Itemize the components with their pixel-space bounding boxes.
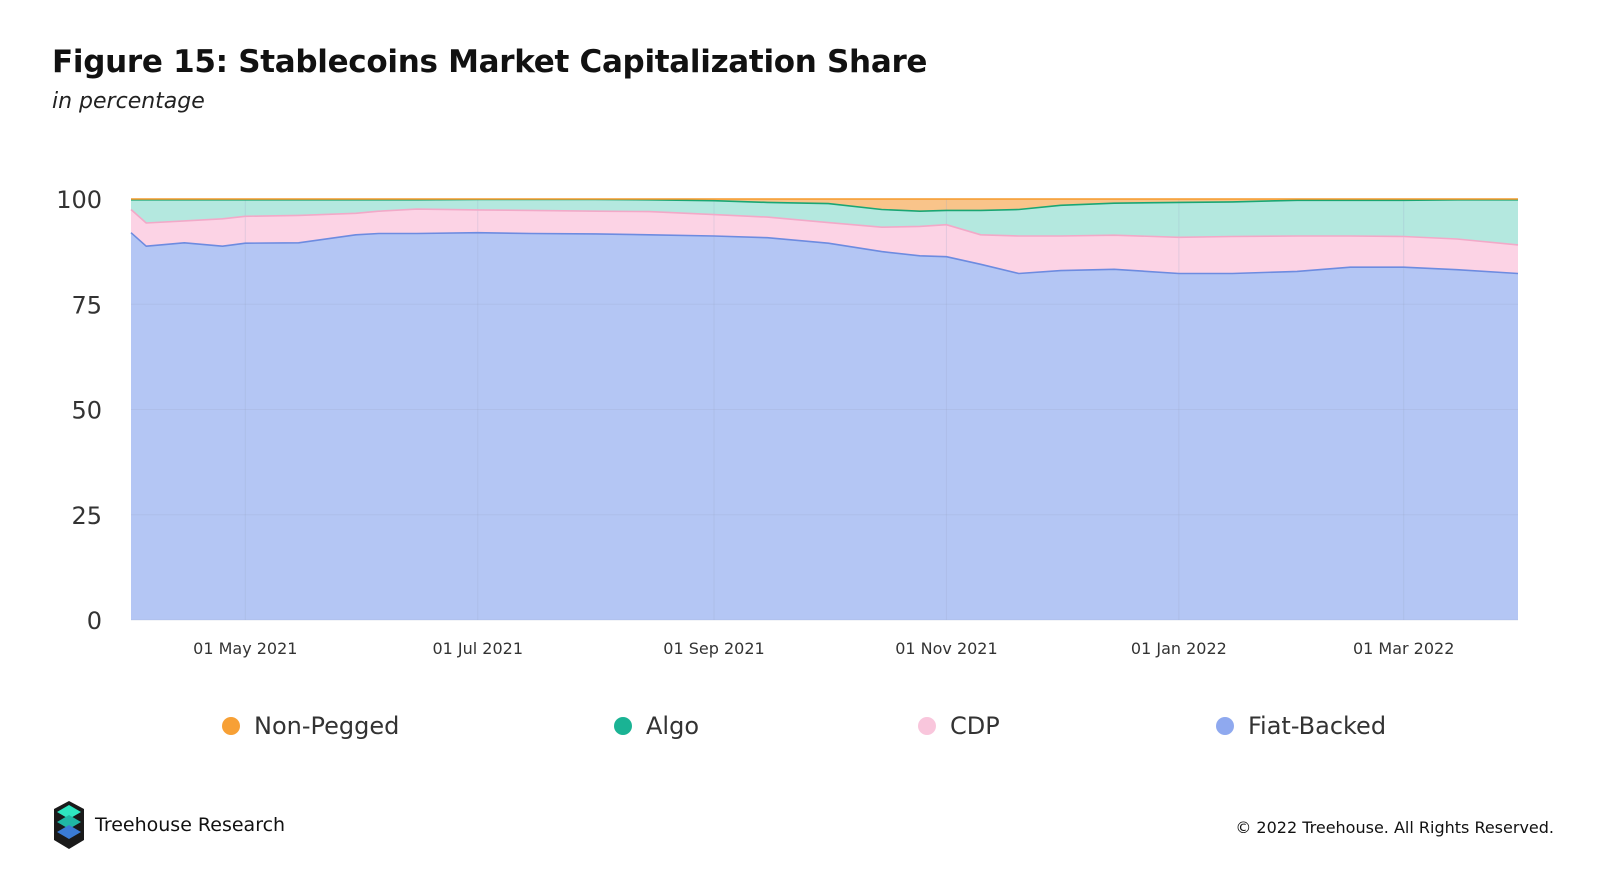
chart-legend: Non-Pegged Algo CDP Fiat-Backed: [0, 712, 1600, 746]
stacked-area-chart: 0 25 50 75 100 01 May 2021 01 Jul 2021 01 Sep 2…: [56, 186, 1519, 658]
legend-label-fiat-backed: Fiat-Backed: [1248, 712, 1387, 740]
y-tick-label: 75: [71, 291, 102, 319]
legend-item-algo[interactable]: Algo: [614, 712, 699, 740]
brand: Treehouse Research: [53, 800, 285, 850]
x-tick-label: 01 Mar 2022: [1353, 639, 1454, 658]
x-tick-label: 01 Jan 2022: [1131, 639, 1227, 658]
line-fiat-backed: [130, 231, 1519, 275]
y-tick-label: 25: [71, 502, 102, 530]
legend-item-cdp[interactable]: CDP: [918, 712, 1000, 740]
chart-subtitle: in percentage: [52, 89, 205, 114]
y-tick-label: 0: [87, 607, 102, 635]
x-tick-label: 01 May 2021: [193, 639, 297, 658]
area-fiat-backed: [131, 232, 1518, 620]
legend-label-cdp: CDP: [950, 712, 1000, 740]
legend-item-fiat-backed[interactable]: Fiat-Backed: [1216, 712, 1386, 740]
line-cdp: [130, 208, 1519, 246]
legend-label-algo: Algo: [646, 712, 700, 740]
x-tick-label: 01 Jul 2021: [432, 639, 523, 658]
copyright-text: © 2022 Treehouse. All Rights Reserved.: [1235, 818, 1554, 837]
legend-dot-algo: [614, 717, 632, 735]
y-tick-label: 50: [71, 397, 102, 425]
y-tick-label: 100: [56, 186, 102, 214]
area-cdp: [131, 209, 1518, 274]
legend-label-non-pegged: Non-Pegged: [254, 712, 400, 740]
x-tick-label: 01 Sep 2021: [663, 639, 764, 658]
x-tick-label: 01 Nov 2021: [895, 639, 997, 658]
chart-title: Figure 15: Stablecoins Market Capitaliza…: [52, 44, 928, 80]
legend-dot-cdp: [918, 717, 936, 735]
treehouse-logo-icon: [54, 801, 84, 849]
legend-dot-non-pegged: [222, 717, 240, 735]
legend-dot-fiat-backed: [1216, 717, 1234, 735]
brand-name: Treehouse Research: [95, 814, 286, 836]
legend-item-non-pegged[interactable]: Non-Pegged: [222, 712, 399, 740]
